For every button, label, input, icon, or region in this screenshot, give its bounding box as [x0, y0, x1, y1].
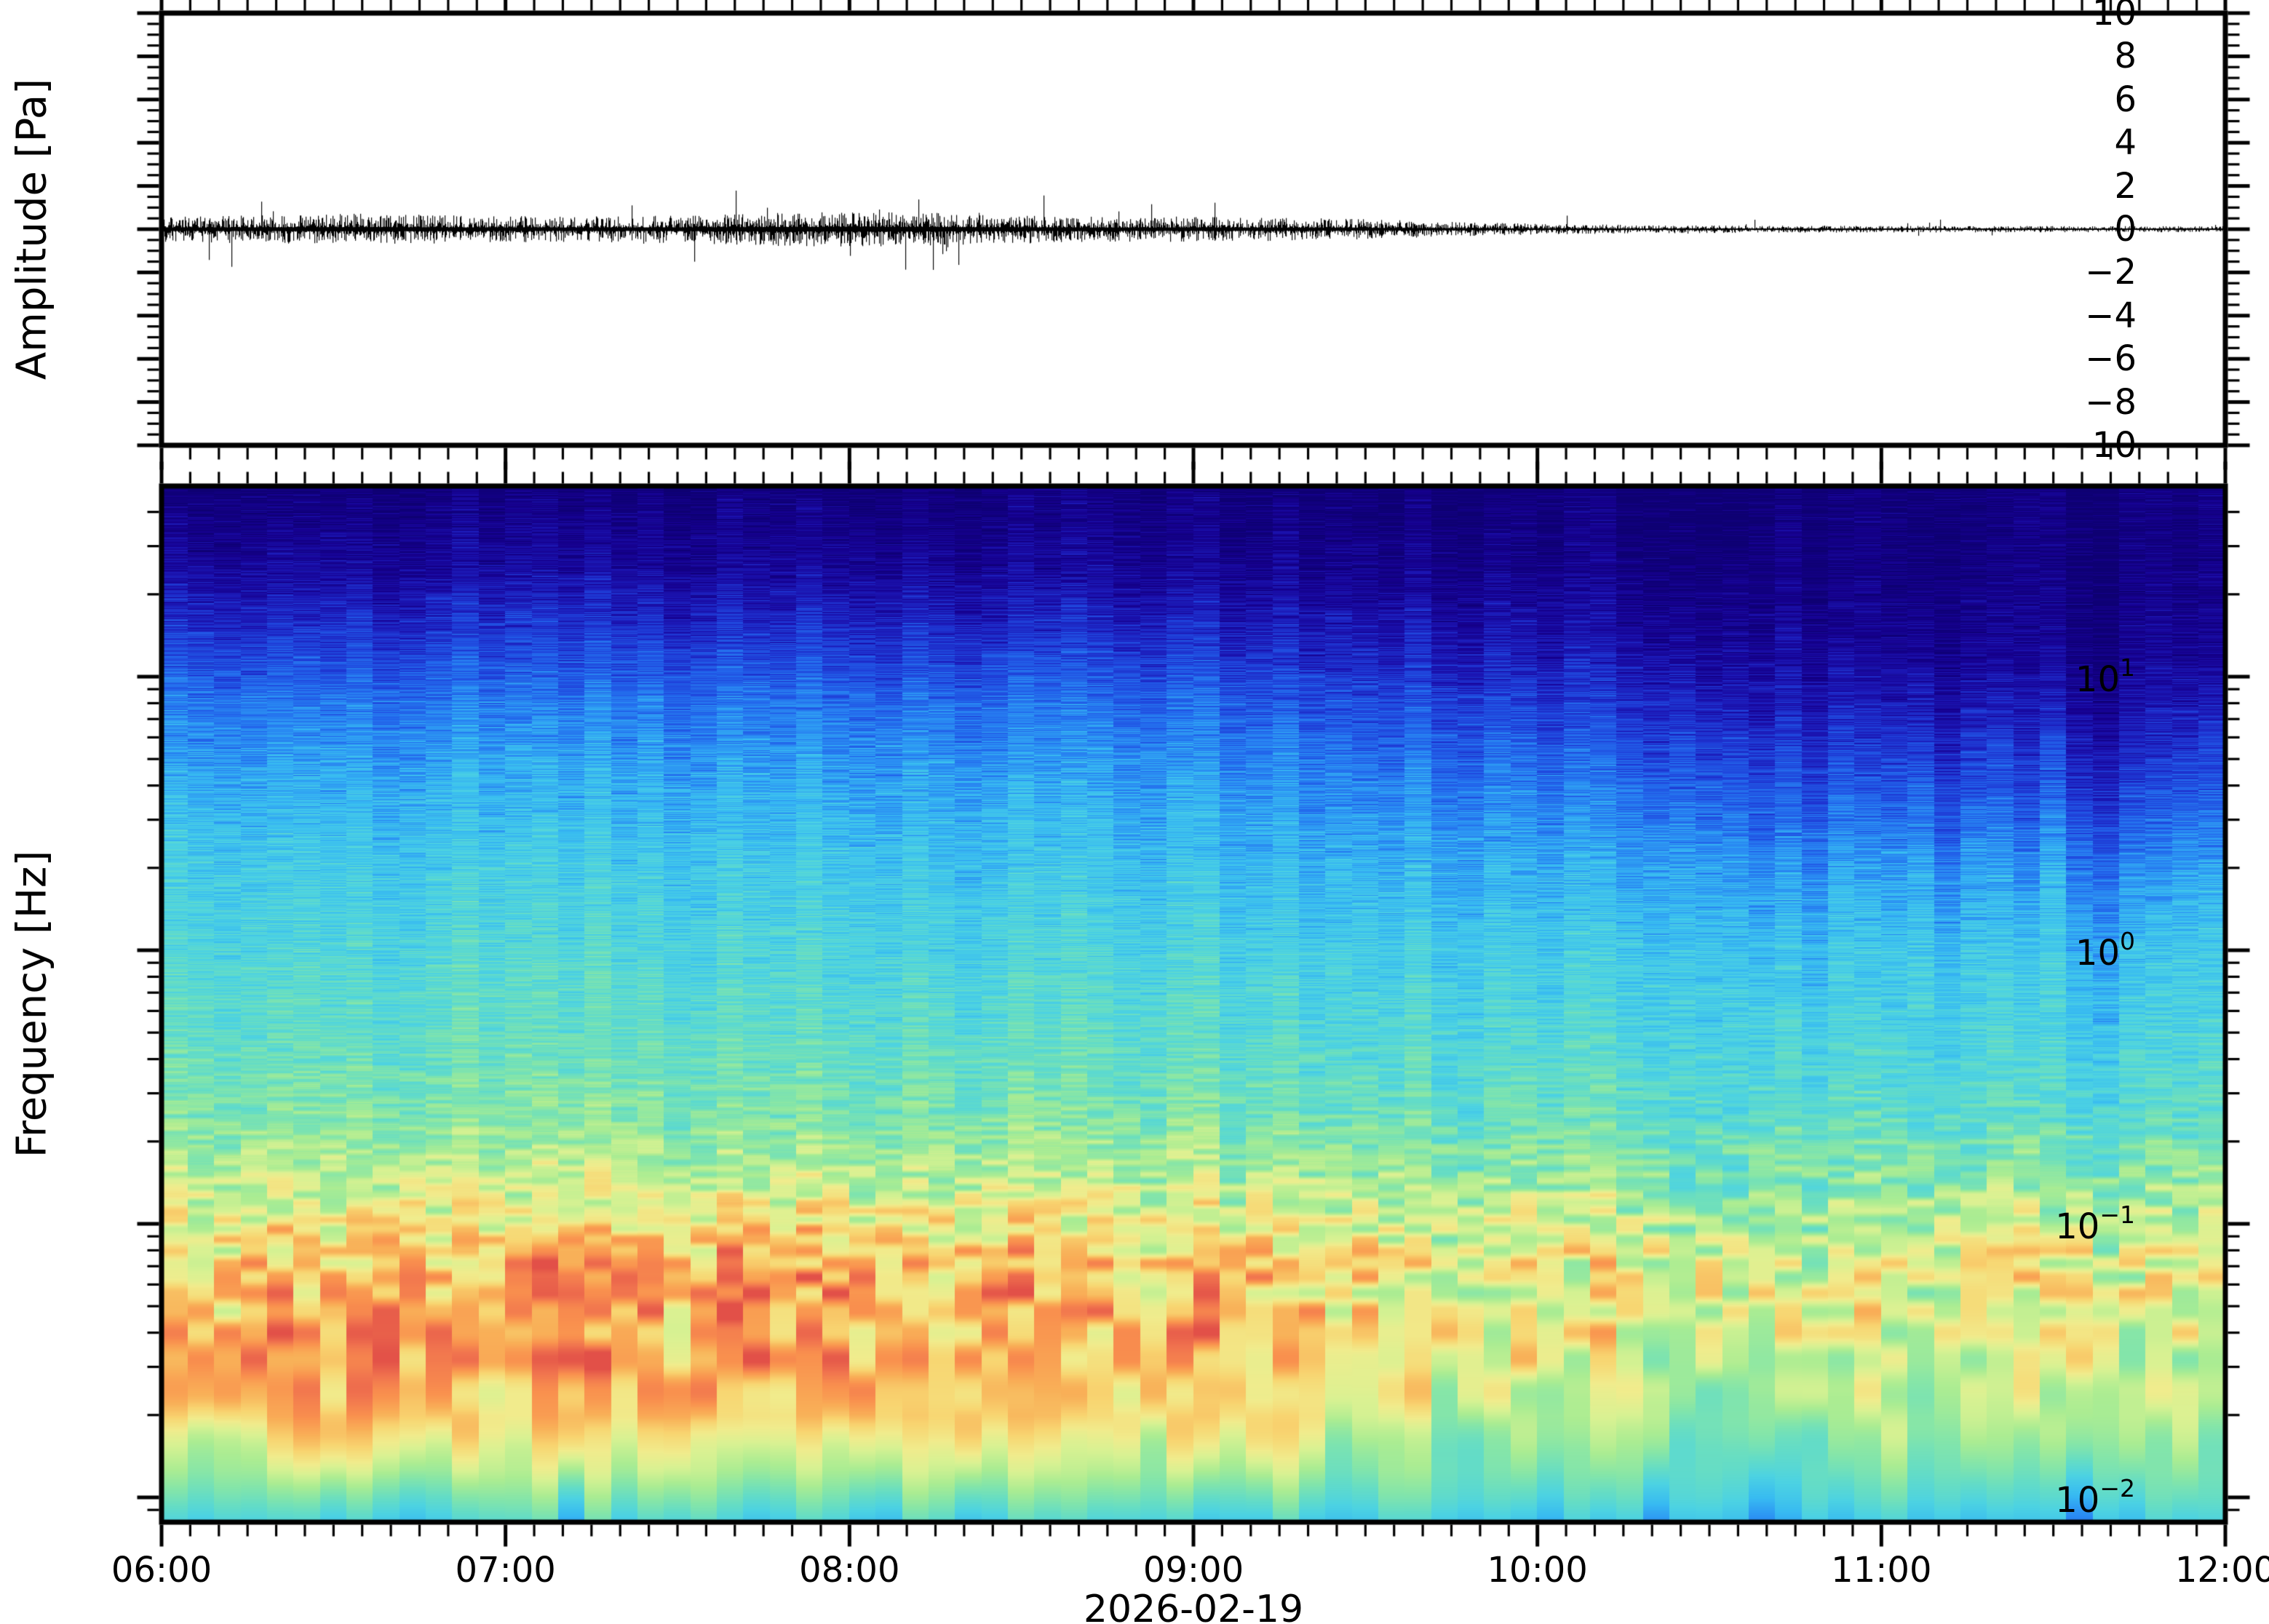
- amplitude-tick-label: 2: [2114, 165, 2137, 207]
- amplitude-tick-label: 6: [2114, 79, 2137, 120]
- x-tick-label: 07:00: [455, 1550, 556, 1591]
- x-tick-label: 09:00: [1143, 1550, 1244, 1591]
- frequency-tick-label: 101: [2075, 653, 2135, 700]
- amplitude-tick-label: −8: [2085, 381, 2137, 423]
- amplitude-tick-label: 0: [2114, 209, 2137, 250]
- amplitude-tick-label: 10: [2091, 0, 2137, 33]
- x-tick-label: 06:00: [111, 1550, 212, 1591]
- frequency-tick-label: 100: [2075, 927, 2135, 974]
- x-tick-label: 12:00: [2174, 1550, 2269, 1591]
- amplitude-tick-label: −6: [2085, 338, 2137, 380]
- x-tick-label: 08:00: [799, 1550, 900, 1591]
- amplitude-tick-label: 8: [2114, 36, 2137, 77]
- frequency-axis-title: Frequency [Hz]: [8, 850, 56, 1158]
- amplitude-tick-label: −10: [2062, 425, 2137, 466]
- x-tick-label: 10:00: [1487, 1550, 1588, 1591]
- amplitude-axis-title: Amplitude [Pa]: [8, 78, 56, 381]
- amplitude-tick-label: 4: [2114, 122, 2137, 164]
- amplitude-tick-label: −2: [2085, 252, 2137, 293]
- amplitude-tick-label: −4: [2085, 295, 2137, 336]
- date-label: 2026-02-19: [1083, 1588, 1304, 1624]
- frequency-tick-label: 10−1: [2055, 1201, 2135, 1247]
- frequency-tick-label: 10−2: [2055, 1474, 2135, 1521]
- x-tick-label: 11:00: [1831, 1550, 1932, 1591]
